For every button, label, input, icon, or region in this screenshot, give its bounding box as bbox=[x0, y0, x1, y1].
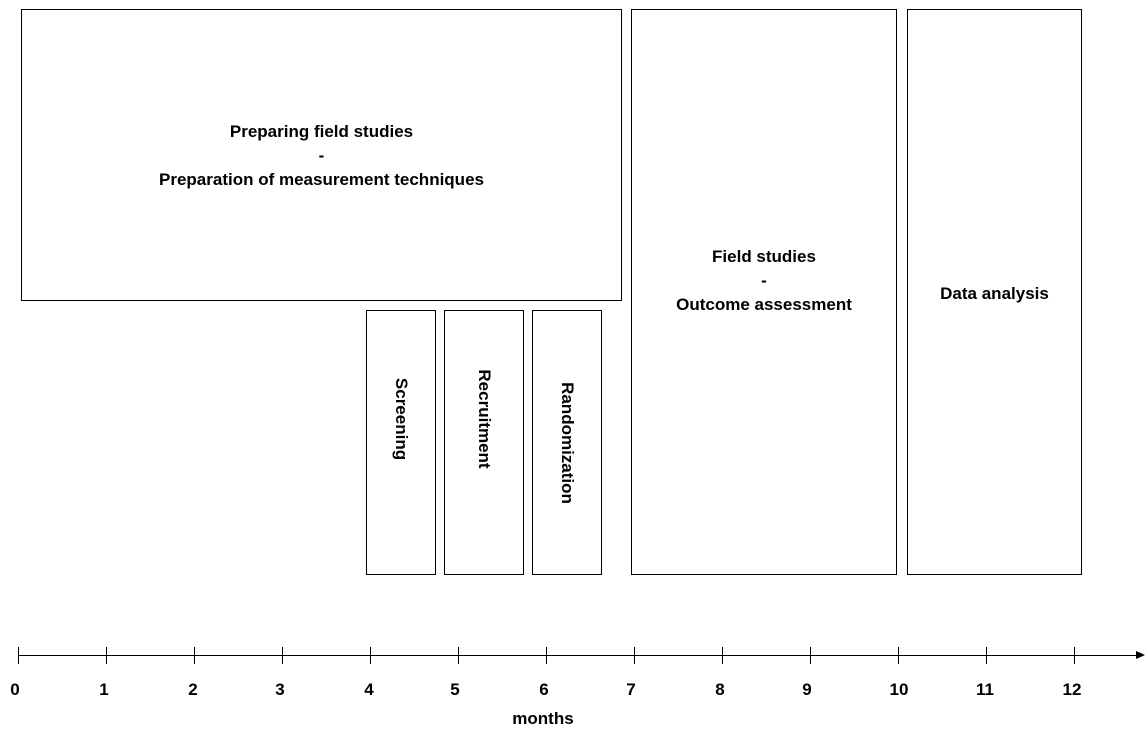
preparing-line-3: Preparation of measurement techniques bbox=[159, 170, 484, 189]
field-studies-line-2: - bbox=[761, 271, 767, 290]
axis-tick-label: 3 bbox=[275, 680, 285, 699]
axis-tick bbox=[282, 647, 283, 664]
axis-arrow-icon bbox=[1136, 651, 1145, 659]
randomization-box: Randomization bbox=[532, 310, 602, 575]
axis-tick bbox=[722, 647, 723, 664]
preparing-field-studies-text: Preparing field studies - Preparation of… bbox=[22, 120, 621, 192]
axis-tick-label: 7 bbox=[626, 680, 636, 699]
timeline-axis: 0 1 2 3 4 5 6 7 8 9 10 11 12 months bbox=[0, 630, 1146, 729]
axis-tick-label: 8 bbox=[715, 680, 725, 699]
preparing-line-1: Preparing field studies bbox=[229, 122, 414, 141]
axis-tick-label: 5 bbox=[450, 680, 460, 699]
axis-line bbox=[18, 655, 1138, 656]
axis-tick bbox=[986, 647, 987, 664]
axis-tick-label: 10 bbox=[889, 680, 909, 699]
field-studies-box: Field studies - Outcome assessment bbox=[631, 9, 897, 575]
axis-tick-label: 12 bbox=[1062, 680, 1082, 699]
axis-tick-label: 11 bbox=[976, 680, 994, 699]
axis-tick-label: 6 bbox=[539, 680, 549, 699]
screening-label: Screening bbox=[392, 377, 411, 460]
axis-tick bbox=[106, 647, 107, 664]
randomization-label: Randomization bbox=[558, 381, 577, 504]
axis-tick-label: 1 bbox=[99, 680, 109, 699]
field-studies-text: Field studies - Outcome assessment bbox=[632, 245, 896, 317]
data-analysis-label: Data analysis bbox=[940, 284, 1049, 303]
axis-tick bbox=[634, 647, 635, 664]
data-analysis-box: Data analysis bbox=[907, 9, 1082, 575]
recruitment-label: Recruitment bbox=[475, 369, 494, 469]
axis-tick bbox=[370, 647, 371, 664]
axis-tick bbox=[1074, 647, 1075, 664]
data-analysis-text: Data analysis bbox=[908, 282, 1081, 306]
preparing-line-2: - bbox=[318, 146, 325, 165]
axis-tick-label: 0 bbox=[10, 680, 20, 699]
axis-tick bbox=[546, 647, 547, 664]
axis-tick bbox=[194, 647, 195, 664]
axis-tick-label: 2 bbox=[188, 680, 198, 699]
axis-tick bbox=[810, 647, 811, 664]
field-studies-line-3: Outcome assessment bbox=[676, 295, 852, 314]
axis-tick bbox=[18, 647, 19, 664]
axis-tick bbox=[458, 647, 459, 664]
field-studies-line-1: Field studies bbox=[712, 247, 816, 266]
axis-tick-label: 9 bbox=[802, 680, 812, 699]
axis-title: months bbox=[512, 709, 574, 728]
preparing-field-studies-box: Preparing field studies - Preparation of… bbox=[21, 9, 622, 301]
axis-tick bbox=[898, 647, 899, 664]
screening-box: Screening bbox=[366, 310, 436, 575]
recruitment-box: Recruitment bbox=[444, 310, 524, 575]
axis-tick-label: 4 bbox=[364, 680, 374, 699]
